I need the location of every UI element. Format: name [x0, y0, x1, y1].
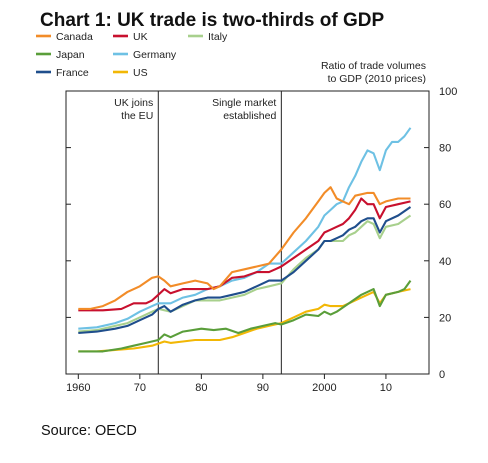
legend-label-canada: Canada	[56, 31, 93, 43]
y-tick-label: 60	[439, 199, 451, 211]
event-label: the EU	[121, 110, 153, 122]
series-line-canada	[78, 186, 411, 310]
series-lines	[78, 127, 412, 353]
legend-label-italy: Italy	[208, 31, 228, 43]
legend-label-germany: Germany	[133, 49, 177, 61]
x-tick-label: 80	[195, 382, 207, 394]
y-tick-label: 100	[439, 86, 457, 98]
event-label: UK joins	[114, 97, 153, 109]
x-tick-label: 10	[380, 382, 392, 394]
series-line-us	[78, 288, 411, 353]
series-line-uk	[78, 197, 411, 312]
tick-marks	[66, 147, 429, 379]
event-label: established	[223, 110, 276, 122]
legend-label-us: US	[133, 67, 148, 79]
series-line-france	[78, 206, 412, 335]
series-line-italy	[78, 214, 412, 333]
source-note: Source: OECD	[41, 423, 137, 439]
x-tick-label: 1960	[66, 382, 90, 394]
series-line-germany	[78, 127, 412, 330]
plot-frame	[65, 90, 430, 375]
y-tick-label: 80	[439, 143, 451, 155]
legend-label-japan: Japan	[56, 49, 85, 61]
y-axis-label-line2: to GDP (2010 prices)	[328, 73, 426, 85]
chart-title: Chart 1: UK trade is two-thirds of GDP	[40, 10, 384, 31]
y-tick-label: 0	[439, 369, 445, 381]
y-tick-label: 20	[439, 312, 451, 324]
legend-label-france: France	[56, 67, 89, 79]
series-line-japan	[78, 279, 412, 353]
y-tick-label: 40	[439, 256, 451, 268]
x-tick-label: 70	[134, 382, 146, 394]
x-tick-label: 90	[257, 382, 269, 394]
y-axis-label-line1: Ratio of trade volumes	[321, 60, 426, 72]
legend-label-uk: UK	[133, 31, 148, 43]
x-tick-label: 2000	[312, 382, 336, 394]
event-label: Single market	[212, 97, 276, 109]
legend: Canada UK Italy Japan Germany France US	[36, 31, 228, 79]
